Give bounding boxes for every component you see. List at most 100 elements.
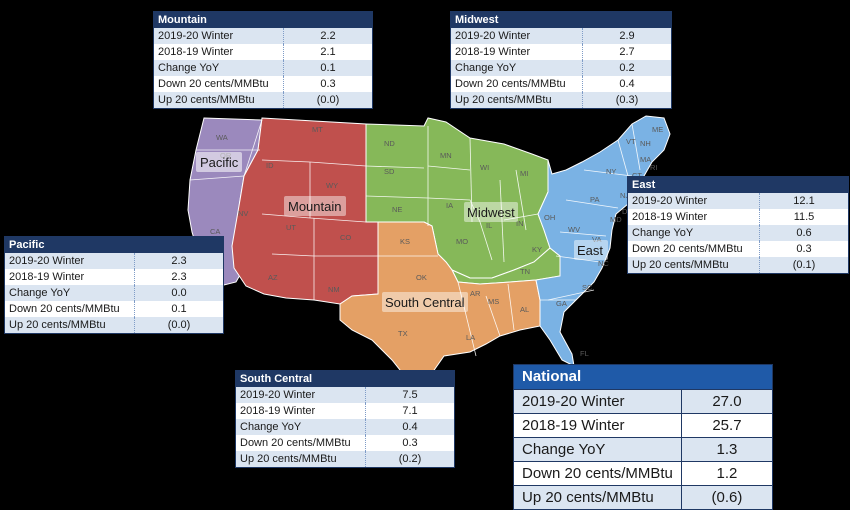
- state-label: MS: [488, 297, 499, 306]
- table-row: 2019-20 Winter 2.9: [451, 28, 671, 44]
- state-label: CO: [340, 233, 351, 242]
- table-row: 2018-19 Winter 2.1: [154, 44, 372, 60]
- state-label: SD: [384, 167, 395, 176]
- panel-midwest: Midwest 2019-20 Winter 2.9 2018-19 Winter…: [450, 11, 672, 109]
- state-label: NH: [640, 139, 651, 148]
- table-row: Down 20 cents/MMBtu 0.4: [451, 76, 671, 92]
- state-label: WY: [326, 181, 338, 190]
- table-row: Up 20 cents/MMBtu (0.0): [154, 92, 372, 108]
- state-label: RI: [650, 163, 658, 172]
- state-label: GA: [556, 299, 567, 308]
- state-label: ID: [266, 161, 274, 170]
- state-label: VA: [592, 235, 601, 244]
- state-label: AL: [520, 305, 529, 314]
- state-label: LA: [466, 333, 475, 342]
- row-label: 2018-19 Winter: [628, 209, 760, 225]
- panel-table: 2019-20 Winter 12.1 2018-19 Winter 11.5 Ch…: [628, 193, 848, 273]
- table-row: Change YoY 0.1: [154, 60, 372, 76]
- row-value: 2.1: [283, 44, 372, 60]
- panel-table: 2019-20 Winter 2.2 2018-19 Winter 2.1 Chan…: [154, 28, 372, 108]
- state-label: KY: [532, 245, 542, 254]
- row-label: 2019-20 Winter: [5, 253, 135, 269]
- row-label: Change YoY: [5, 285, 135, 301]
- state-label: OK: [416, 273, 427, 282]
- state-label: IA: [446, 201, 453, 210]
- table-row: Up 20 cents/MMBtu (0.6): [514, 485, 772, 509]
- region-label-pacific: Pacific: [200, 155, 239, 170]
- table-row: Up 20 cents/MMBtu (0.2): [236, 451, 454, 467]
- row-label: Change YoY: [514, 437, 682, 462]
- state-label: WA: [216, 133, 228, 142]
- row-value: 0.6: [759, 225, 848, 241]
- row-value: 1.2: [680, 461, 772, 486]
- state-label: MT: [312, 125, 323, 134]
- state-label: NC: [598, 259, 609, 268]
- row-value: 0.3: [365, 435, 454, 451]
- row-label: Change YoY: [236, 419, 366, 435]
- state-label: NV: [238, 209, 248, 218]
- region-label-mountain: Mountain: [288, 199, 341, 214]
- row-value: (0.6): [680, 485, 772, 509]
- row-label: Up 20 cents/MMBtu: [514, 485, 682, 509]
- row-label: 2019-20 Winter: [514, 389, 682, 414]
- row-value: (0.0): [283, 92, 372, 108]
- state-borders: [189, 119, 641, 357]
- table-row: Down 20 cents/MMBtu 0.3: [628, 241, 848, 257]
- row-value: 0.1: [134, 301, 223, 317]
- panel-national: National 2019-20 Winter 27.0 2018-19 Wint…: [513, 364, 773, 510]
- row-value: 0.1: [283, 60, 372, 76]
- row-value: 25.7: [680, 413, 772, 438]
- state-label: TX: [398, 329, 408, 338]
- table-row: 2018-19 Winter 7.1: [236, 403, 454, 419]
- row-label: Down 20 cents/MMBtu: [628, 241, 760, 257]
- panel-title: Pacific: [5, 237, 223, 253]
- table-row: 2018-19 Winter 2.3: [5, 269, 223, 285]
- row-value: 1.3: [680, 437, 772, 462]
- row-value: 7.5: [365, 387, 454, 403]
- row-label: Down 20 cents/MMBtu: [154, 76, 284, 92]
- state-label: ME: [652, 125, 663, 134]
- row-value: 0.2: [582, 60, 671, 76]
- state-label: WV: [568, 225, 580, 234]
- region-label-south-central: South Central: [385, 295, 465, 310]
- row-value: 2.9: [582, 28, 671, 44]
- row-value: 0.0: [134, 285, 223, 301]
- row-label: 2019-20 Winter: [451, 28, 583, 44]
- row-label: Down 20 cents/MMBtu: [5, 301, 135, 317]
- state-label: CA: [210, 227, 220, 236]
- row-label: Change YoY: [451, 60, 583, 76]
- state-label: ND: [384, 139, 395, 148]
- table-row: Change YoY 0.4: [236, 419, 454, 435]
- table-row: 2019-20 Winter 2.2: [154, 28, 372, 44]
- table-row: 2018-19 Winter 25.7: [514, 413, 772, 438]
- table-row: Change YoY 0.6: [628, 225, 848, 241]
- region-south-central: [339, 221, 541, 391]
- state-label: PA: [590, 195, 599, 204]
- row-label: Down 20 cents/MMBtu: [236, 435, 366, 451]
- state-label: VT: [626, 137, 636, 146]
- panel-table: 2019-20 Winter 27.0 2018-19 Winter 25.7 Ch…: [514, 389, 772, 509]
- panel-title: National: [514, 365, 772, 389]
- table-row: Change YoY 1.3: [514, 437, 772, 462]
- state-label: MI: [520, 169, 528, 178]
- region-label-midwest: Midwest: [467, 205, 515, 220]
- state-label: MD: [610, 215, 622, 224]
- row-label: 2019-20 Winter: [628, 193, 760, 209]
- row-label: 2018-19 Winter: [154, 44, 284, 60]
- panel-title: Mountain: [154, 12, 372, 28]
- panel-pacific: Pacific 2019-20 Winter 2.3 2018-19 Winter…: [4, 236, 224, 334]
- row-value: 7.1: [365, 403, 454, 419]
- row-label: Up 20 cents/MMBtu: [236, 451, 366, 467]
- row-value: 0.3: [283, 76, 372, 92]
- row-label: Up 20 cents/MMBtu: [628, 257, 760, 273]
- row-value: (0.3): [582, 92, 671, 108]
- state-label: AZ: [268, 273, 278, 282]
- table-row: 2019-20 Winter 27.0: [514, 389, 772, 414]
- state-label: NY: [606, 167, 616, 176]
- table-row: Change YoY 0.2: [451, 60, 671, 76]
- panel-table: 2019-20 Winter 2.9 2018-19 Winter 2.7 Chan…: [451, 28, 671, 108]
- row-label: Down 20 cents/MMBtu: [514, 461, 682, 486]
- row-label: 2019-20 Winter: [154, 28, 284, 44]
- table-row: Up 20 cents/MMBtu (0.3): [451, 92, 671, 108]
